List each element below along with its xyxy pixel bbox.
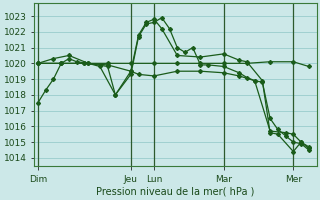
X-axis label: Pression niveau de la mer( hPa ): Pression niveau de la mer( hPa ) <box>96 187 254 197</box>
